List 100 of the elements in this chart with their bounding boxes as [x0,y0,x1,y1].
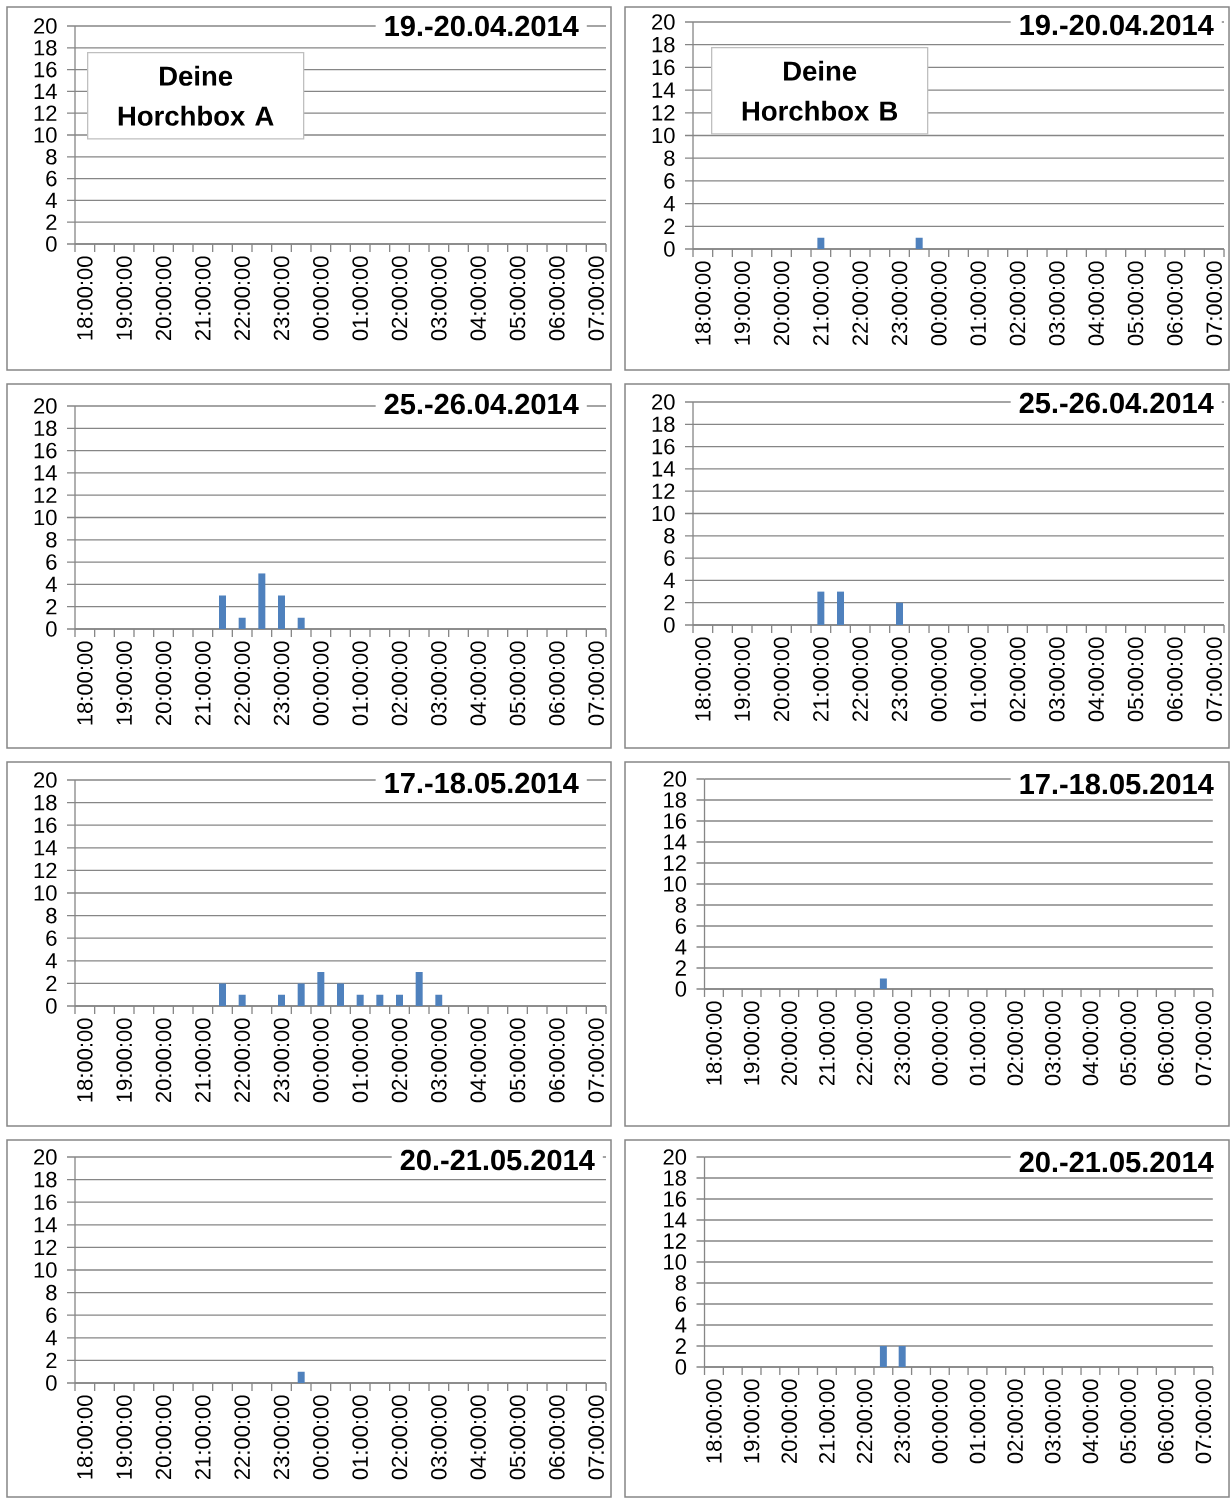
y-tick-label: 14 [664,1212,687,1228]
y-tick-label: 4 [45,576,57,592]
x-tick-label: 20:00:00 [781,1001,798,1086]
x-tick-label: 03:00:00 [431,256,447,341]
x-tick-label: 07:00:00 [588,1018,604,1103]
x-tick-label: 01:00:00 [969,1379,986,1464]
y-tick-label: 8 [46,531,57,548]
x-tick-label: 05:00:00 [509,641,526,726]
x-tick-label: 06:00:00 [549,1395,565,1480]
x-tick-label: 18:00:00 [77,1395,93,1479]
x-tick-label: 01:00:00 [352,256,368,341]
chart-title: 19.-20.04.2014 [385,15,579,37]
x-tick-label: 05:00:00 [509,256,526,341]
y-tick-label: 2 [675,960,686,976]
x-tick-label: 19:00:00 [743,1379,760,1463]
y-tick-label: 18 [34,420,57,437]
y-tick-label: 18 [34,39,57,56]
y-tick-label: 0 [46,236,57,252]
x-tick-label: 04:00:00 [1088,637,1104,722]
x-tick-label: 22:00:00 [852,261,868,346]
x-tick-label: 01:00:00 [352,1018,368,1103]
chart-title: 17.-18.05.2014 [385,772,579,794]
y-tick-label: 6 [46,1307,57,1323]
x-tick-label: 07:00:00 [1195,1379,1212,1464]
x-tick-label: 00:00:00 [931,637,947,722]
x-tick-label: 19:00:00 [734,261,750,345]
x-tick-label: 00:00:00 [932,1001,948,1086]
y-tick-label: 4 [663,572,675,588]
y-tick-label: 6 [46,930,57,946]
y-tick-label: 6 [664,173,675,189]
y-tick-label: 2 [46,975,57,992]
x-tick-label: 04:00:00 [470,1395,486,1480]
y-tick-label: 0 [664,241,675,257]
y-tick-label: 14 [664,834,687,850]
x-tick-label: 04:00:00 [1082,1001,1099,1086]
y-tick-label: 18 [34,1171,57,1188]
x-tick-label: 02:00:00 [1007,1379,1023,1464]
x-tick-label: 02:00:00 [391,641,408,726]
y-tick-label: 14 [652,461,675,477]
x-tick-label: 03:00:00 [431,1018,447,1103]
x-tick-label: 19:00:00 [116,1395,132,1479]
bar [258,573,266,629]
y-tick-label: 12 [34,105,57,121]
y-tick-label: 0 [675,1359,687,1375]
x-tick-label: 04:00:00 [1082,1379,1099,1464]
y-tick-label: 20 [34,18,57,34]
y-tick-label: 2 [675,1338,686,1354]
x-tick-label: 19:00:00 [743,1001,760,1085]
y-tick-label: 6 [46,170,57,187]
y-tick-label: 2 [46,214,57,230]
y-tick-label: 0 [46,621,57,637]
y-tick-label: 16 [34,1194,57,1210]
bar [297,617,305,629]
y-tick-label: 8 [46,907,57,924]
y-tick-label: 10 [664,876,687,892]
chart-title: 25.-26.04.2014 [1019,392,1214,414]
x-tick-label: 06:00:00 [1167,261,1183,346]
y-tick-label: 12 [652,105,675,121]
y-tick-label: 8 [675,1275,687,1291]
x-tick-label: 21:00:00 [195,1018,211,1103]
y-tick-label: 10 [664,1254,687,1270]
x-tick-label: 22:00:00 [856,1001,873,1086]
x-tick-label: 23:00:00 [273,641,290,726]
y-tick-label: 0 [664,617,675,633]
x-tick-label: 04:00:00 [470,641,486,726]
x-tick-label: 06:00:00 [1157,1001,1174,1086]
y-tick-label: 20 [663,771,687,787]
x-tick-label: 03:00:00 [431,641,447,726]
y-tick-label: 10 [652,505,675,522]
y-tick-label: 10 [34,509,57,526]
x-tick-label: 00:00:00 [313,1395,329,1480]
y-tick-label: 2 [46,599,57,615]
y-tick-label: 2 [46,1352,57,1369]
y-tick-label: 4 [675,1317,687,1333]
chart-title: 20.-21.05.2014 [1019,1151,1214,1173]
x-tick-label: 00:00:00 [931,261,947,346]
x-tick-label: 02:00:00 [391,1395,408,1480]
y-tick-label: 2 [664,595,675,611]
x-tick-label: 22:00:00 [234,1395,250,1480]
x-tick-label: 07:00:00 [1206,261,1222,346]
y-tick-label: 6 [675,1296,687,1312]
x-tick-label: 20:00:00 [773,637,790,722]
x-tick-label: 21:00:00 [819,1001,835,1086]
x-tick-label: 03:00:00 [1045,1001,1061,1086]
y-tick-label: 8 [675,897,687,913]
y-tick-label: 8 [46,148,57,165]
y-tick-label: 18 [34,794,57,811]
x-tick-label: 05:00:00 [1127,261,1144,346]
x-tick-label: 20:00:00 [155,641,172,726]
chart-title: 19.-20.04.2014 [1020,14,1214,36]
x-tick-label: 19:00:00 [116,1018,132,1102]
x-tick-label: 22:00:00 [234,1018,250,1103]
y-tick-label: 4 [675,939,687,955]
x-tick-label: 05:00:00 [1120,1379,1136,1464]
x-tick-label: 22:00:00 [234,256,250,341]
x-tick-label: 05:00:00 [1127,637,1144,722]
x-tick-label: 07:00:00 [588,1395,604,1480]
y-tick-label: 18 [664,1170,687,1186]
x-tick-label: 01:00:00 [352,641,368,726]
x-tick-label: 19:00:00 [116,256,132,340]
